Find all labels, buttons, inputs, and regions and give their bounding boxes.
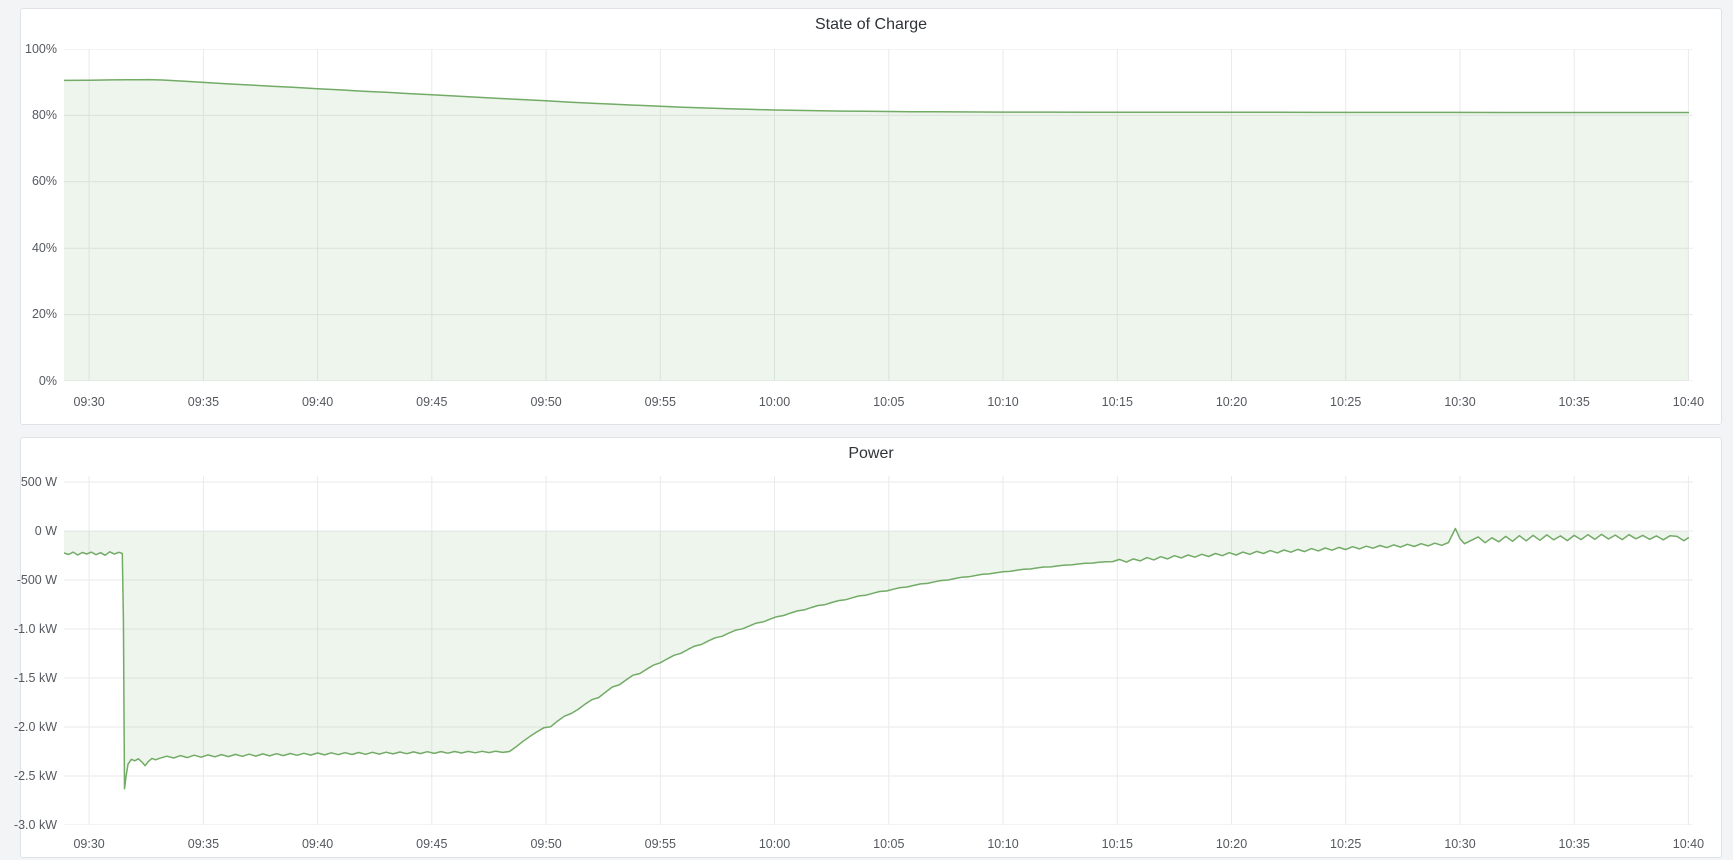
- x-axis-tick-label: 10:05: [873, 395, 905, 409]
- state-of-charge-y-axis: 100% 80% 60% 40% 20% 0%: [21, 42, 57, 388]
- y-axis-tick-label: 100%: [25, 41, 57, 56]
- x-axis-tick-label: 10:10: [987, 395, 1019, 409]
- power-plot-area[interactable]: [64, 476, 1693, 825]
- x-axis-tick-label: 09:55: [644, 395, 676, 409]
- y-axis-tick-label: 80%: [31, 107, 57, 122]
- x-axis-tick-label: 09:30: [73, 395, 105, 409]
- y-axis-tick-label: -3.0 kW: [13, 817, 57, 832]
- y-axis-tick-label: 0 W: [34, 523, 57, 538]
- power-chart-svg: [64, 476, 1693, 825]
- power-x-axis: 09:30 09:35 09:40 09:45 09:50 09:55 10:00 10:05…: [64, 837, 1704, 853]
- x-axis-tick-label: 09:40: [301, 837, 334, 851]
- state-of-charge-x-axis: 09:30 09:35 09:40 09:45 09:50 09:55 10:00 10:05…: [64, 395, 1704, 411]
- x-axis-tick-label: 09:55: [644, 837, 676, 851]
- x-axis-tick-label: 10:20: [1215, 395, 1248, 409]
- x-axis-tick-label: 10:10: [987, 837, 1019, 851]
- x-axis-tick-label: 10:00: [758, 395, 791, 409]
- x-axis-tick-label: 09:50: [530, 395, 562, 409]
- x-axis-tick-label: 10:35: [1558, 395, 1590, 409]
- x-axis-tick-label: 10:40: [1672, 837, 1705, 851]
- x-axis-tick-label: 10:15: [1101, 395, 1133, 409]
- y-axis-tick-label: 40%: [31, 240, 57, 255]
- x-axis-tick-label: 10:35: [1558, 837, 1590, 851]
- x-axis-tick-label: 10:25: [1330, 837, 1362, 851]
- state-of-charge-plot-area[interactable]: [64, 49, 1693, 381]
- x-axis-tick-label: 10:20: [1215, 837, 1248, 851]
- x-axis-tick-label: 10:30: [1444, 395, 1476, 409]
- y-axis-tick-label: -500 W: [16, 572, 57, 587]
- x-axis-tick-label: 10:30: [1444, 837, 1476, 851]
- x-axis-tick-label: 09:45: [416, 395, 448, 409]
- y-axis-tick-label: -1.0 kW: [13, 621, 57, 636]
- y-axis-tick-label: -2.5 kW: [13, 768, 57, 783]
- y-axis-tick-label: 60%: [31, 174, 57, 189]
- x-axis-tick-label: 10:40: [1672, 395, 1705, 409]
- state-of-charge-chart-svg: [64, 49, 1693, 381]
- x-axis-tick-label: 09:40: [301, 395, 334, 409]
- y-axis-tick-label: 500 W: [20, 474, 57, 489]
- state-of-charge-panel: State of Charge 100% 80% 60% 40% 20% 0% 09:30…: [20, 8, 1722, 425]
- y-axis-tick-label: 20%: [31, 307, 57, 322]
- x-axis-tick-label: 09:45: [416, 837, 448, 851]
- x-axis-tick-label: 09:35: [187, 395, 220, 409]
- power-panel: Power 500 W 0 W -500 W -1.0 kW -1.5 kW -2.0 k…: [14, 437, 1722, 858]
- x-axis-tick-label: 10:15: [1101, 837, 1133, 851]
- power-y-axis: 500 W 0 W -500 W -1.0 kW -1.5 kW -2.0 kW -2.5 …: [14, 474, 57, 832]
- y-axis-tick-label: -1.5 kW: [13, 670, 57, 685]
- x-axis-tick-label: 09:50: [530, 837, 562, 851]
- x-axis-tick-label: 10:00: [758, 837, 791, 851]
- y-axis-tick-label: -2.0 kW: [13, 719, 57, 734]
- x-axis-tick-label: 09:30: [73, 837, 105, 851]
- power-panel-title[interactable]: Power: [848, 445, 894, 462]
- x-axis-tick-label: 10:05: [873, 837, 905, 851]
- x-axis-tick-label: 09:35: [187, 837, 220, 851]
- x-axis-tick-label: 10:25: [1330, 395, 1362, 409]
- y-axis-tick-label: 0%: [38, 373, 57, 388]
- state-of-charge-panel-title[interactable]: State of Charge: [814, 16, 928, 33]
